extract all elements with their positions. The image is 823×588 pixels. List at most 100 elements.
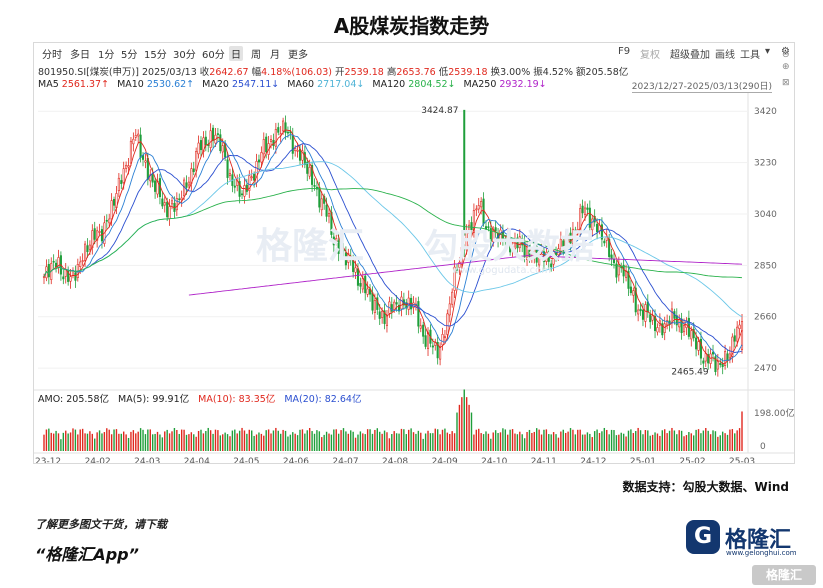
candle-body	[277, 127, 280, 133]
candle-body	[400, 296, 403, 310]
volume-bar	[74, 429, 77, 451]
period-tab-week[interactable]: 周	[251, 50, 261, 61]
candle-body	[226, 159, 229, 178]
candle-body	[596, 223, 599, 233]
volume-bar	[253, 435, 255, 451]
candle-body	[117, 177, 120, 192]
candle-body	[518, 236, 521, 249]
turnover-value: 3.00%	[500, 67, 531, 78]
candle-body	[306, 161, 309, 174]
volume-bar	[193, 434, 195, 451]
period-tab-30min[interactable]: 30分	[173, 50, 196, 61]
volume-bar	[651, 434, 654, 451]
volume-bar	[359, 431, 362, 451]
volume-bar	[275, 427, 277, 451]
candle-body	[736, 326, 739, 342]
tools-dropdown-icon[interactable]: ▾	[765, 46, 771, 57]
ma120-label: MA120	[372, 79, 406, 90]
volume-bar	[586, 432, 589, 451]
candle-body	[426, 332, 430, 349]
volume-bar	[357, 434, 359, 451]
tools-button[interactable]: 工具	[740, 50, 760, 61]
volume-bar	[584, 434, 586, 451]
candle-body	[612, 259, 616, 264]
volume-bar	[241, 427, 243, 451]
candle-body	[550, 263, 553, 268]
candle-body	[470, 222, 473, 231]
candle-body	[629, 286, 632, 294]
period-tab-day[interactable]: 日	[229, 46, 243, 61]
period-tab-60min[interactable]: 60分	[202, 50, 225, 61]
period-tab-intraday[interactable]: 分时	[42, 50, 62, 61]
draw-line-button[interactable]: 画线	[715, 50, 735, 61]
amplitude-value: 4.52%	[542, 67, 573, 78]
candle-body	[567, 234, 570, 241]
settings-icon[interactable]: ⚙	[781, 46, 790, 57]
candle-body	[274, 129, 277, 147]
volume-bar	[412, 432, 415, 451]
volume-bar	[548, 434, 550, 451]
period-toolbar: 分时 多日 1分 5分 15分 30分 60分 日 周 月 更多 F9 复权 超…	[34, 43, 794, 63]
zoom-minus-icon[interactable]: ⊖	[782, 50, 790, 60]
candle-body	[240, 193, 244, 196]
ma60-legend: MA60 2717.04↓	[287, 79, 364, 90]
candle-body	[559, 238, 562, 249]
candle-body	[699, 338, 702, 359]
candle-body	[651, 315, 654, 321]
candle-body	[666, 320, 669, 326]
volume-bar	[219, 435, 222, 451]
volume-bar	[569, 428, 572, 451]
kline-chart[interactable]: 3420 3230 3040 2850 2660 2470 3424.87 2465.49 19…	[34, 43, 794, 463]
data-source: 数据支持：勾股大数据、Wind	[622, 480, 789, 494]
vol-ma5-label: MA(5):	[118, 394, 150, 405]
volume-bar	[57, 433, 60, 451]
volume-bar	[94, 438, 96, 451]
adjust-button[interactable]: 复权	[640, 50, 660, 61]
volume-bar	[550, 434, 552, 451]
period-tab-1min[interactable]: 1分	[98, 50, 115, 61]
overlay-button[interactable]: 超级叠加	[670, 50, 710, 61]
volume-bar	[205, 431, 207, 451]
period-tab-more[interactable]: 更多	[288, 50, 308, 61]
ma10-label: MA10	[117, 79, 144, 90]
zoom-plus-icon[interactable]: ⊕	[782, 62, 790, 72]
volume-bar	[721, 431, 724, 451]
date-range-label[interactable]: 2023/12/27-2025/03/13(290日)	[631, 79, 772, 93]
candle-body	[458, 262, 461, 268]
x-tick-label: 23-12	[35, 457, 61, 463]
watermark-sub: 勾股大数据	[424, 227, 594, 267]
amo-value: 205.58亿	[66, 394, 109, 405]
f9-button[interactable]: F9	[618, 46, 631, 57]
volume-bar	[316, 430, 318, 451]
volume-bar	[386, 432, 388, 451]
candle-body	[371, 292, 374, 311]
volume-bar	[439, 434, 441, 451]
volume-tick-label: 0	[760, 442, 766, 452]
candle-body	[166, 201, 169, 218]
volume-bar	[731, 429, 734, 451]
candle-body	[354, 267, 357, 273]
close-range-icon[interactable]: ⊠	[782, 78, 790, 88]
period-tab-15min[interactable]: 15分	[144, 50, 167, 61]
candle-body	[460, 247, 463, 265]
candle-body	[168, 206, 171, 220]
volume-bar	[178, 433, 180, 451]
candle-body	[383, 310, 386, 324]
volume-bar	[333, 429, 335, 451]
y-tick-label: 3420	[754, 107, 777, 117]
volume-bar	[705, 428, 707, 451]
candle-body	[663, 323, 666, 333]
candle-body	[538, 253, 541, 266]
ma120-line	[43, 188, 743, 279]
x-tick-label: 24-06	[283, 457, 309, 463]
volume-bar	[538, 429, 540, 451]
period-tab-month[interactable]: 月	[270, 50, 280, 61]
period-tab-5min[interactable]: 5分	[121, 50, 138, 61]
candle-body	[344, 252, 347, 266]
volume-bar	[741, 411, 743, 451]
volume-bar	[726, 434, 729, 451]
volume-bar	[366, 429, 369, 451]
amount-value: 205.58亿	[585, 67, 629, 78]
volume-bar	[120, 433, 122, 451]
period-tab-multiday[interactable]: 多日	[70, 50, 90, 61]
